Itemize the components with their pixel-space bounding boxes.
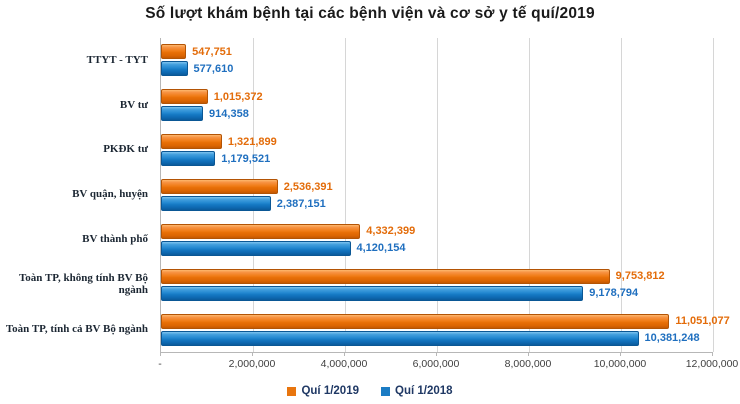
gridline xyxy=(345,38,346,352)
category-label: BV tư xyxy=(119,98,148,111)
x-tick-label: 10,000,000 xyxy=(593,358,647,370)
bar-qui-1-2018: 1,179,521 xyxy=(161,151,270,167)
bar-value-label: 9,753,812 xyxy=(615,270,665,283)
bar-qui-1-2019: 2,536,391 xyxy=(161,179,333,194)
bar-track: 1,015,372 xyxy=(161,89,713,105)
category-label: BV quận, huyện xyxy=(72,188,148,201)
category-label: BV thành phố xyxy=(82,233,148,246)
bar-track: 1,179,521 xyxy=(161,151,713,167)
bar-qui-1-2019: 9,753,812 xyxy=(161,268,665,284)
x-tick-label: 6,000,000 xyxy=(412,358,460,370)
axis-tick xyxy=(160,352,161,356)
bar-value-label: 4,332,399 xyxy=(366,225,416,238)
legend-item: Quí 1/2019 xyxy=(287,385,359,397)
bar-track: 1,321,899 xyxy=(161,134,713,150)
x-tick-label: 4,000,000 xyxy=(320,358,368,370)
bar-value-label: 9,178,794 xyxy=(589,287,639,300)
bar-qui-1-2019: 1,015,372 xyxy=(161,89,263,105)
gridline xyxy=(529,38,530,352)
axis-tick xyxy=(528,352,529,356)
bar-track: 10,381,248 xyxy=(161,330,713,346)
bar-qui-1-2019: 4,332,399 xyxy=(161,223,415,239)
legend-swatch-qui-1-2018 xyxy=(381,386,390,396)
chart-title: Số lượt khám bệnh tại các bệnh viện và c… xyxy=(145,5,595,22)
bar-qui-1-2018: 914,358 xyxy=(161,106,249,122)
x-tick-label: 2,000,000 xyxy=(228,358,276,370)
bar-track: 4,120,154 xyxy=(161,240,713,256)
chart-row: 1,321,899 1,179,521 xyxy=(161,128,713,173)
legend-label: Quí 1/2019 xyxy=(301,385,359,397)
bar-track: 577,610 xyxy=(161,61,713,77)
bar-value-label: 547,751 xyxy=(192,45,232,58)
x-axis: - 2,000,000 4,000,000 6,000,000 8,000,000 10,… xyxy=(158,352,738,374)
bar-rows: 547,751 577,610 1,015,372 914,358 1,321,899 1… xyxy=(161,38,730,352)
legend-item: Quí 1/2018 xyxy=(381,385,453,397)
bar-track: 2,387,151 xyxy=(161,196,713,211)
x-tick-label: 12,000,000 xyxy=(685,358,739,370)
category-label: Toàn TP, tính cả BV Bộ ngành xyxy=(5,322,148,335)
axis-tick xyxy=(712,352,713,356)
bar-value-label: 2,536,391 xyxy=(283,180,333,193)
category-label: PKĐK tư xyxy=(103,143,148,156)
bar-track: 914,358 xyxy=(161,106,713,122)
category-label: Toàn TP, không tính BV Bộ ngành xyxy=(18,272,148,296)
gridline xyxy=(253,38,254,352)
chart-row: 11,051,077 10,381,248 xyxy=(161,307,730,352)
bar-qui-1-2018: 9,178,794 xyxy=(161,285,638,301)
x-tick-label: 8,000,000 xyxy=(504,358,552,370)
bar-qui-1-2018: 10,381,248 xyxy=(161,330,700,346)
bar-qui-1-2019: 547,751 xyxy=(161,44,232,60)
bar-value-label: 1,015,372 xyxy=(213,90,263,103)
axis-tick xyxy=(344,352,345,356)
bar-value-label: 1,179,521 xyxy=(221,152,271,165)
bar-value-label: 1,321,899 xyxy=(227,135,277,148)
gridline xyxy=(621,38,622,352)
legend-swatch-qui-1-2019 xyxy=(287,386,297,396)
bar-track: 9,753,812 xyxy=(161,268,713,284)
chart-row: 4,332,399 4,120,154 xyxy=(161,217,713,262)
bar-track: 11,051,077 xyxy=(161,313,730,329)
gridline xyxy=(713,38,714,352)
legend: Quí 1/2019 Quí 1/2018 xyxy=(0,385,740,397)
bar-value-label: 914,358 xyxy=(209,107,249,120)
chart-row: 1,015,372 914,358 xyxy=(161,83,713,128)
axis-tick xyxy=(436,352,437,356)
bar-qui-1-2019: 11,051,077 xyxy=(161,313,730,329)
category-label: TTYT - TYT xyxy=(86,53,148,66)
plot-area: 547,751 577,610 1,015,372 914,358 1,321,899 1… xyxy=(160,38,730,353)
chart-row: 9,753,812 9,178,794 xyxy=(161,262,713,307)
bar-track: 2,536,391 xyxy=(161,179,713,194)
bar-value-label: 2,387,151 xyxy=(276,197,326,210)
axis-tick xyxy=(252,352,253,356)
y-axis-category-labels: TTYT - TYT BV tư PKĐK tư BV quận, huyện BV t… xyxy=(0,38,152,352)
bar-track: 547,751 xyxy=(161,44,713,60)
bar-value-label: 10,381,248 xyxy=(644,332,700,345)
bar-qui-1-2018: 2,387,151 xyxy=(161,196,326,211)
bar-value-label: 11,051,077 xyxy=(675,315,730,328)
bar-track: 9,178,794 xyxy=(161,285,713,301)
axis-tick xyxy=(620,352,621,356)
gridline xyxy=(437,38,438,352)
chart-row: 547,751 577,610 xyxy=(161,38,713,83)
bar-value-label: 4,120,154 xyxy=(356,242,406,255)
bar-qui-1-2018: 4,120,154 xyxy=(161,240,405,256)
bar-track: 4,332,399 xyxy=(161,223,713,239)
legend-label: Quí 1/2018 xyxy=(395,385,453,397)
bar-qui-1-2018: 577,610 xyxy=(161,61,233,77)
x-tick-label: - xyxy=(158,358,162,370)
bar-qui-1-2019: 1,321,899 xyxy=(161,134,277,150)
chart-row: 2,536,391 2,387,151 xyxy=(161,173,713,218)
bar-value-label: 577,610 xyxy=(193,62,234,75)
